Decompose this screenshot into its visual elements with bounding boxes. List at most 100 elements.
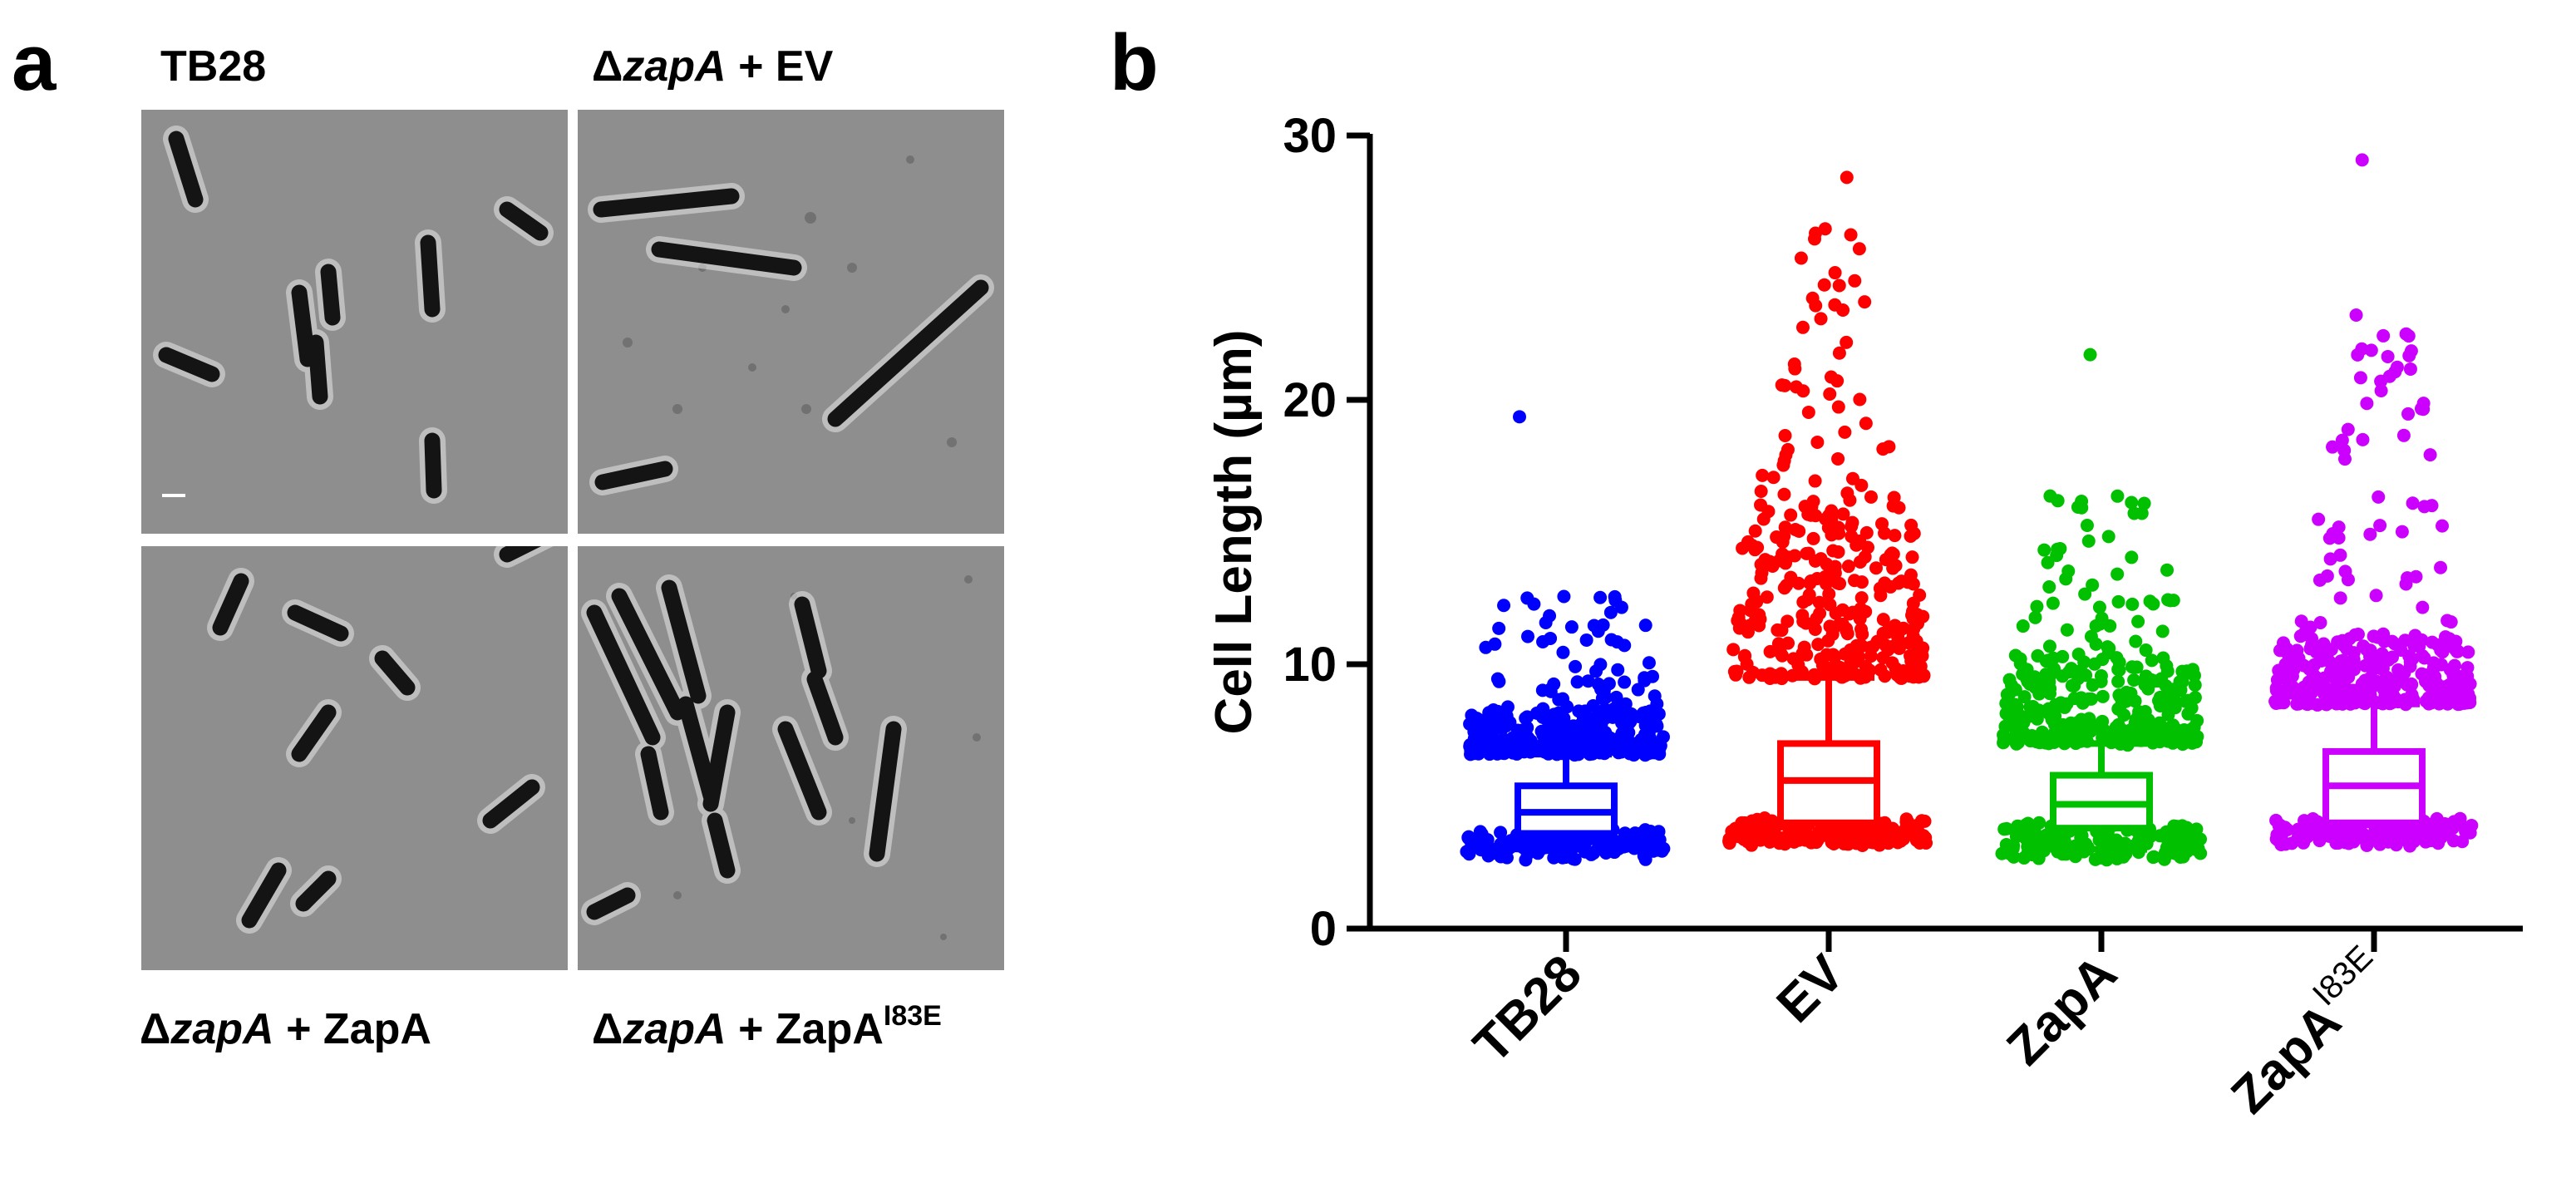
data-point <box>2403 839 2417 853</box>
data-point <box>1775 624 1789 638</box>
data-point <box>2271 833 2285 847</box>
data-point <box>1492 734 1506 748</box>
data-point <box>2426 635 2440 649</box>
data-point <box>2101 530 2115 544</box>
data-point <box>1536 737 1550 751</box>
data-point <box>1882 440 1896 454</box>
data-point <box>2310 697 2324 712</box>
data-point <box>2404 344 2418 358</box>
data-point <box>2403 362 2417 376</box>
micrograph-zapa-ev <box>578 110 1004 534</box>
data-point <box>2043 489 2057 503</box>
data-point <box>2363 527 2377 541</box>
data-point <box>2381 349 2395 363</box>
data-point <box>2446 834 2460 848</box>
data-point <box>1901 815 1915 829</box>
data-point <box>2188 678 2202 693</box>
data-point <box>2037 844 2051 858</box>
data-point <box>1486 702 1500 717</box>
data-point <box>1761 505 1776 519</box>
data-point <box>1787 357 1801 371</box>
data-point <box>1754 815 1768 829</box>
micrograph-zapa-ev-image <box>588 155 994 495</box>
data-point <box>2159 722 2173 736</box>
data-point <box>1798 500 1812 514</box>
data-point <box>2320 569 2334 583</box>
data-point <box>2385 634 2399 648</box>
data-point <box>1565 719 1579 733</box>
data-point <box>2357 683 2371 697</box>
data-point <box>1470 712 1484 726</box>
data-point <box>1742 670 1756 684</box>
data-point <box>1730 664 1744 678</box>
data-point <box>1766 471 1781 485</box>
data-point <box>1817 278 1831 292</box>
data-point <box>2044 653 2058 668</box>
data-point <box>1845 520 1859 534</box>
data-point <box>1845 471 1859 485</box>
data-point <box>2396 428 2411 442</box>
data-point <box>1806 531 1820 545</box>
data-point <box>1521 735 1535 749</box>
data-point <box>2051 542 2065 556</box>
data-point <box>2372 490 2386 504</box>
data-point <box>1736 541 1750 555</box>
data-point <box>1777 530 1791 544</box>
data-point <box>2442 632 2456 646</box>
data-point <box>2439 688 2453 702</box>
data-point <box>1737 649 1751 663</box>
data-point <box>2270 673 2284 687</box>
data-point <box>2131 614 2145 628</box>
data-point <box>1825 504 1839 518</box>
data-point <box>1916 609 1930 624</box>
data-point <box>2305 826 2319 840</box>
data-point <box>2037 543 2051 557</box>
data-point <box>1726 643 1741 657</box>
data-point <box>2337 638 2351 653</box>
data-point <box>2390 360 2404 374</box>
data-point <box>1831 400 1845 414</box>
data-point <box>1519 853 1533 867</box>
data-point <box>1593 658 1608 672</box>
data-point <box>2445 820 2460 834</box>
data-point <box>2406 652 2420 666</box>
data-point <box>1832 526 1846 540</box>
data-point <box>2096 689 2110 703</box>
data-point <box>2160 664 2175 678</box>
data-point <box>1838 425 1852 439</box>
data-point <box>2401 407 2416 421</box>
data-point <box>1801 546 1815 560</box>
data-point <box>1832 278 1846 293</box>
data-point <box>1812 595 1826 609</box>
data-point <box>2080 519 2094 533</box>
data-point <box>1869 561 1884 575</box>
data-point <box>1643 720 1657 734</box>
data-point <box>1826 648 1840 662</box>
data-point <box>2136 726 2150 740</box>
data-point <box>1760 590 1774 604</box>
data-point <box>2059 572 2073 586</box>
data-point <box>1853 392 1867 407</box>
data-point <box>1776 648 1790 663</box>
data-point <box>2416 600 2430 614</box>
data-point <box>1906 670 1920 684</box>
data-point <box>2035 725 2049 739</box>
data-point <box>2312 512 2326 526</box>
data-point <box>1500 700 1515 714</box>
data-point <box>2313 616 2327 630</box>
data-point <box>2046 596 2060 610</box>
data-point <box>2016 667 2030 681</box>
data-point <box>2187 668 2201 683</box>
data-point <box>2111 674 2125 688</box>
data-point <box>2092 600 2106 614</box>
data-point <box>2179 845 2193 859</box>
data-point <box>1463 739 1477 753</box>
data-point <box>2002 673 2017 687</box>
data-point <box>1831 545 1845 559</box>
data-point <box>2048 697 2062 712</box>
data-point <box>2391 663 2406 677</box>
data-point <box>1904 568 1918 582</box>
data-point <box>2348 628 2362 642</box>
data-point <box>2377 328 2391 343</box>
data-point <box>1752 619 1766 633</box>
